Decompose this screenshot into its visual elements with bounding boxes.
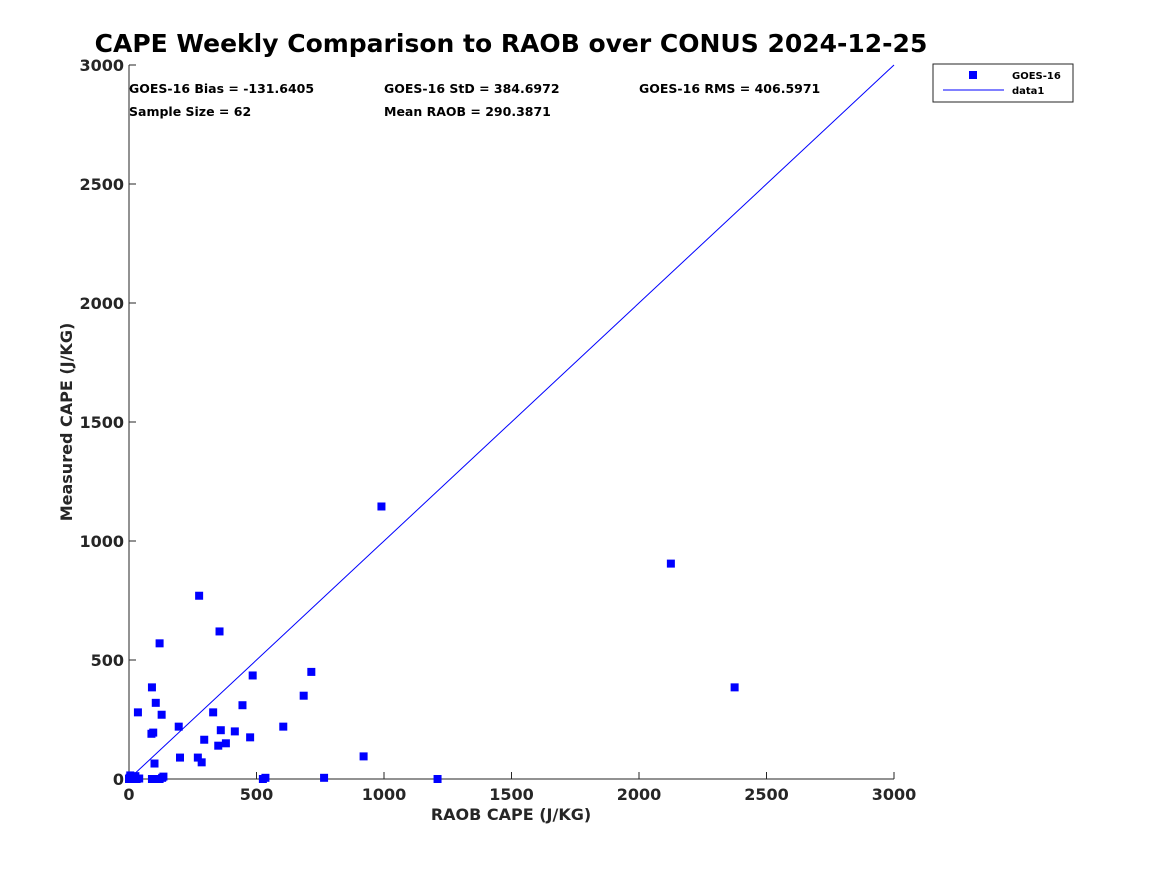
legend-marker-goes16 [969,71,977,79]
x-tick-label: 500 [240,785,273,804]
legend-box [932,63,1074,103]
scatter-point [147,683,156,692]
y-tick-label: 0 [113,770,124,789]
scatter-point [238,701,247,710]
scatter-point [359,752,368,761]
x-axis-ticks: 0 500 1000 1500 2000 2500 3000 [123,772,916,804]
scatter-point [174,722,183,731]
x-axis-label: RAOB CAPE (J/KG) [431,805,591,824]
scatter-point [215,627,224,636]
scatter-point [279,722,288,731]
scatter-point [150,775,159,783]
x-tick-label: 2000 [617,785,662,804]
scatter-point [246,733,255,742]
y-tick-label: 500 [91,651,124,670]
x-tick-label: 0 [123,785,134,804]
scatter-point [150,759,159,768]
scatter-point [221,739,230,748]
scatter-point [248,671,257,680]
series-line-data1 [128,64,895,780]
y-axis-label: Measured CAPE (J/KG) [57,323,76,522]
scatter-point [135,774,144,783]
x-tick-label: 1000 [362,785,407,804]
scatter-point [216,726,225,735]
scatter-point [157,710,166,719]
scatter-point [730,683,739,692]
x-tick-label: 1500 [489,785,534,804]
scatter-point [307,667,316,676]
annotation-sample-size: Sample Size = 62 [129,104,251,119]
scatter-point [433,775,442,783]
scatter-point [149,728,158,737]
scatter-point [133,708,142,717]
legend-label-data1: data1 [1012,86,1044,97]
x-tick-label: 2500 [744,785,789,804]
y-tick-label: 2000 [79,294,124,313]
x-tick-label: 3000 [872,785,917,804]
scatter-point [209,708,218,717]
scatter-point [151,698,160,707]
chart-title: CAPE Weekly Comparison to RAOB over CONU… [95,29,928,58]
scatter-point [193,753,202,762]
scatter-point [261,773,270,782]
scatter-point [195,591,204,600]
annotation-rms: GOES-16 RMS = 406.5971 [639,81,820,96]
legend-label-goes16: GOES-16 [1012,71,1061,82]
annotation-std: GOES-16 StD = 384.6972 [384,81,560,96]
scatter-point [377,502,386,511]
scatter-point [230,727,239,736]
legend: GOES-16 data1 [932,63,1074,103]
scatter-point [299,691,308,700]
annotation-bias: GOES-16 Bias = -131.6405 [129,81,314,96]
scatter-point [197,758,206,767]
scatter-point [666,559,675,568]
y-tick-label: 2500 [79,175,124,194]
annotation-mean-raob: Mean RAOB = 290.3871 [384,104,551,119]
scatter-point [320,773,329,782]
y-tick-label: 3000 [79,56,124,75]
scatter-point [155,639,164,648]
y-tick-label: 1500 [79,413,124,432]
series-layer [125,64,895,783]
y-axis-ticks: 0 500 1000 1500 2000 2500 3000 [79,56,136,789]
y-tick-label: 1000 [79,532,124,551]
scatter-point [176,753,184,762]
scatter-point [200,735,209,744]
scatter-point [159,772,168,781]
scatter-point [214,741,223,750]
plot-area: 0 500 1000 1500 2000 2500 3000 0 500 1000 1500 200… [79,56,916,804]
stats-annotations: GOES-16 Bias = -131.6405 GOES-16 StD = 3… [129,81,820,119]
